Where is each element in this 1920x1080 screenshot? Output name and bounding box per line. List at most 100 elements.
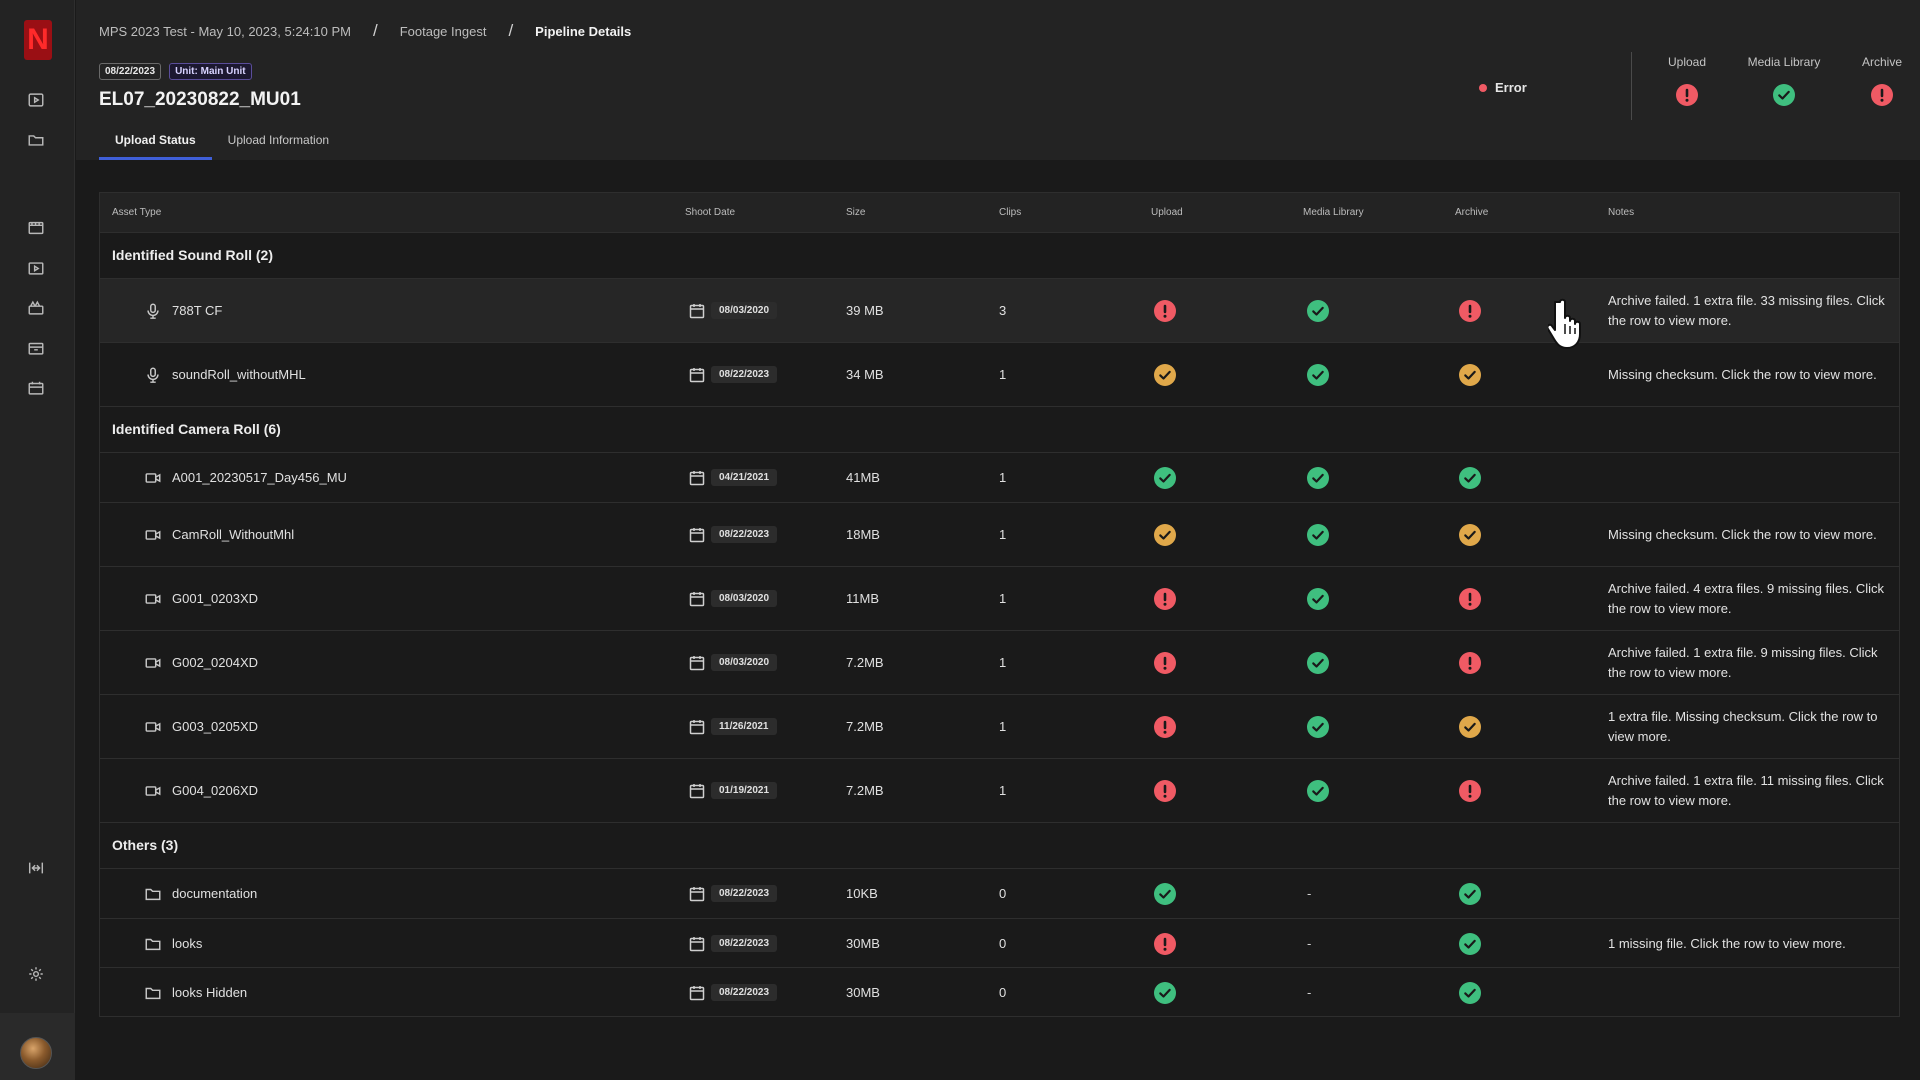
row-notes: Archive failed. 4 extra files. 9 missing…: [1608, 581, 1884, 616]
success-icon: [1307, 652, 1329, 677]
tab-upload-information[interactable]: Upload Information: [227, 133, 330, 147]
tab-upload-status[interactable]: Upload Status: [99, 128, 212, 160]
column-header-asset-type[interactable]: Asset Type: [112, 207, 162, 218]
breadcrumb: MPS 2023 Test - May 10, 2023, 5:24:10 PM…: [99, 21, 631, 41]
table-row[interactable]: G004_0206XD 01/19/2021 7.2MB 1 Archive faile…: [100, 758, 1899, 822]
folder-icon: [144, 935, 162, 953]
row-notes: Missing checksum. Click the row to view …: [1608, 527, 1877, 542]
table-group-header: Identified Camera Roll (6): [100, 406, 1899, 452]
calendar-icon: [689, 303, 705, 319]
divider: [1631, 52, 1632, 120]
table-row[interactable]: CamRoll_WithoutMhl 08/22/2023 18MB 1 Missing…: [100, 502, 1899, 566]
warning-icon: [1154, 364, 1176, 389]
clip-count: 3: [999, 303, 1007, 318]
table-row[interactable]: looks Hidden 08/22/2023 30MB 0 -: [100, 967, 1899, 1016]
error-icon: [1154, 300, 1176, 325]
file-size: 7.2MB: [846, 783, 884, 798]
error-icon: [1154, 932, 1176, 958]
badge-group: 08/22/2023 Unit: Main Unit: [99, 63, 252, 80]
calendar-icon: [689, 655, 705, 671]
calendar-icon: [689, 470, 705, 486]
video-camera-icon: [144, 718, 162, 736]
video-camera-icon: [144, 469, 162, 487]
page-title: EL07_20230822_MU01: [99, 89, 301, 110]
file-size: 7.2MB: [846, 655, 884, 670]
breadcrumb-item-project[interactable]: MPS 2023 Test - May 10, 2023, 5:24:10 PM: [99, 23, 351, 39]
clip-count: 1: [999, 367, 1007, 382]
warning-icon: [1154, 524, 1176, 549]
calendar-icon: [689, 783, 705, 799]
status-label: Error: [1495, 80, 1527, 95]
table-row[interactable]: 788T CF 08/03/2020 39 MB 3 Archive failed. 1…: [100, 278, 1899, 342]
success-icon: [1154, 883, 1176, 908]
expand-sidebar-icon[interactable]: [26, 858, 46, 878]
play-square-icon[interactable]: [26, 90, 46, 110]
success-icon: [1307, 780, 1329, 805]
clip-count: 0: [999, 935, 1007, 951]
page-header: MPS 2023 Test - May 10, 2023, 5:24:10 PM…: [76, 0, 1920, 160]
error-icon: [1459, 588, 1481, 613]
success-icon: [1307, 716, 1329, 741]
hand-cursor-icon: [1548, 298, 1581, 349]
success-icon: [1307, 524, 1329, 549]
summary-media-library-label: Media Library: [1747, 55, 1821, 69]
calendar-box-icon[interactable]: [26, 378, 46, 398]
group-title: Others (3): [112, 837, 179, 853]
calendar-icon: [689, 985, 705, 1001]
row-notes: Archive failed. 1 extra file. 33 missing…: [1608, 293, 1885, 328]
shoot-date: 08/03/2020: [711, 590, 778, 607]
table-row[interactable]: documentation 08/22/2023 10KB 0 -: [100, 868, 1899, 918]
shoot-date: 01/19/2021: [711, 782, 778, 799]
table-row[interactable]: looks 08/22/2023 30MB 0 - 1 missing file. Cli…: [100, 918, 1899, 967]
breadcrumb-item-current: Pipeline Details: [535, 23, 632, 39]
asset-name: 788T CF: [172, 303, 223, 318]
warning-icon: [1459, 364, 1481, 389]
file-size: 39 MB: [846, 303, 884, 318]
asset-name: G003_0205XD: [172, 719, 259, 734]
column-header-clips[interactable]: Clips: [999, 207, 1022, 218]
shoot-date: 08/22/2023: [711, 934, 778, 952]
column-header-shoot-date[interactable]: Shoot Date: [685, 207, 736, 218]
asset-name: documentation: [172, 886, 258, 901]
table-row[interactable]: G003_0205XD 11/26/2021 7.2MB 1 1 extra file.…: [100, 694, 1899, 758]
asset-name: G001_0203XD: [172, 591, 259, 606]
file-size: 11MB: [846, 591, 879, 606]
breadcrumb-item-footage-ingest[interactable]: Footage Ingest: [399, 23, 487, 39]
column-header-media-library[interactable]: Media Library: [1303, 207, 1364, 218]
warning-icon: [1459, 716, 1481, 741]
column-header-notes[interactable]: Notes: [1608, 207, 1635, 218]
table-row[interactable]: A001_20230517_Day456_MU 04/21/2021 41MB 1: [100, 452, 1899, 502]
media-icon[interactable]: [26, 258, 46, 278]
clip-count: 1: [999, 591, 1007, 606]
gear-icon[interactable]: [26, 964, 46, 984]
avatar[interactable]: [20, 1037, 52, 1069]
film-strip-icon[interactable]: [26, 218, 46, 238]
summary-archive-label: Archive: [1861, 55, 1902, 69]
column-header-archive[interactable]: Archive: [1455, 207, 1489, 218]
status-indicator: Error: [1479, 80, 1527, 95]
breadcrumb-separator: /: [372, 21, 378, 40]
error-icon: [1154, 716, 1176, 741]
archive-box-icon[interactable]: [26, 338, 46, 358]
column-header-size[interactable]: Size: [846, 207, 866, 218]
success-icon: [1773, 84, 1795, 109]
table-row[interactable]: soundRoll_withoutMHL 08/22/2023 34 MB 1 Miss…: [100, 342, 1899, 406]
table-row[interactable]: G002_0204XD 08/03/2020 7.2MB 1 Archive faile…: [100, 630, 1899, 694]
asset-name: G002_0204XD: [172, 655, 259, 670]
clip-count: 1: [999, 470, 1007, 485]
microphone-icon: [144, 366, 162, 384]
row-notes: 1 extra file. Missing checksum. Click th…: [1608, 709, 1878, 744]
success-icon: [1307, 364, 1329, 389]
column-header-upload[interactable]: Upload: [1151, 207, 1183, 218]
table-row[interactable]: G001_0203XD 08/03/2020 11MB 1 Archive failed…: [100, 566, 1899, 630]
sidebar: N: [0, 0, 75, 1080]
error-icon: [1676, 84, 1698, 109]
success-icon: [1459, 981, 1481, 1007]
dailies-icon[interactable]: [26, 298, 46, 318]
clip-count: 0: [999, 984, 1007, 1000]
video-camera-icon: [144, 590, 162, 608]
row-notes: Archive failed. 1 extra file. 11 missing…: [1608, 773, 1884, 808]
shoot-date: 08/03/2020: [711, 302, 778, 319]
folder-icon[interactable]: [26, 130, 46, 150]
netflix-logo[interactable]: N: [24, 20, 52, 60]
